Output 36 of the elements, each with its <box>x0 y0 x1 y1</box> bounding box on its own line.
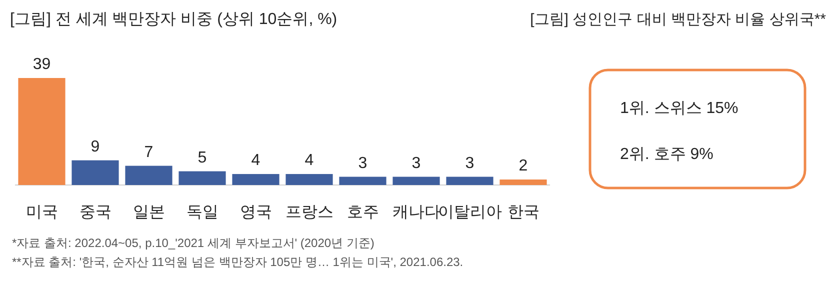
bar <box>72 160 119 185</box>
data-label: 3 <box>465 154 474 172</box>
text: [그림] 성인인구 대비 백만장자 비율 상위국** <box>530 11 826 28</box>
bar <box>500 180 547 185</box>
x-tick-label: 미국 <box>26 204 58 221</box>
data-label: 9 <box>90 138 100 156</box>
bar <box>18 78 66 185</box>
x-tick-label: 캐나다 <box>392 204 440 221</box>
text: **자료 출처: '한국, 순자산 11억원 넘은 백만장자 105만 명… 1위는 미국', 2021.06.23. <box>12 255 464 269</box>
text: 1위. 스위스 15% <box>620 100 738 117</box>
data-label: 5 <box>198 149 207 166</box>
bar <box>178 171 226 185</box>
bar <box>232 174 280 185</box>
bar <box>125 166 172 185</box>
x-tick-label: 호주 <box>346 204 379 221</box>
data-label: 4 <box>304 152 314 170</box>
chart-title: [그림] 전 세계 백만장자 비중 (상위 10순위, %) <box>10 11 338 28</box>
x-tick-label: 중국 <box>79 204 112 221</box>
x-tick-label: 프랑스 <box>285 204 334 221</box>
bar <box>286 174 333 185</box>
data-label: 4 <box>251 152 260 170</box>
text: 2위. 호주 9% <box>620 146 714 163</box>
x-tick-label: 일본 <box>132 204 165 221</box>
x-tick-label: 영국 <box>240 204 272 221</box>
x-tick-label: 독일 <box>186 204 218 221</box>
data-label: 39 <box>32 56 51 73</box>
bar <box>446 176 494 185</box>
data-label: 3 <box>412 154 421 172</box>
data-label: 3 <box>358 154 368 172</box>
text: *자료 출처: 2022.04~05, p.10_'2021 세계 부자보고서' (2020년 기준) <box>12 236 374 250</box>
bar <box>392 176 440 185</box>
x-tick-label: 이탈리아 <box>438 204 502 221</box>
bar <box>339 176 386 185</box>
data-label: 7 <box>144 144 154 161</box>
x-tick-label: 한국 <box>507 204 540 221</box>
data-label: 2 <box>518 158 528 175</box>
